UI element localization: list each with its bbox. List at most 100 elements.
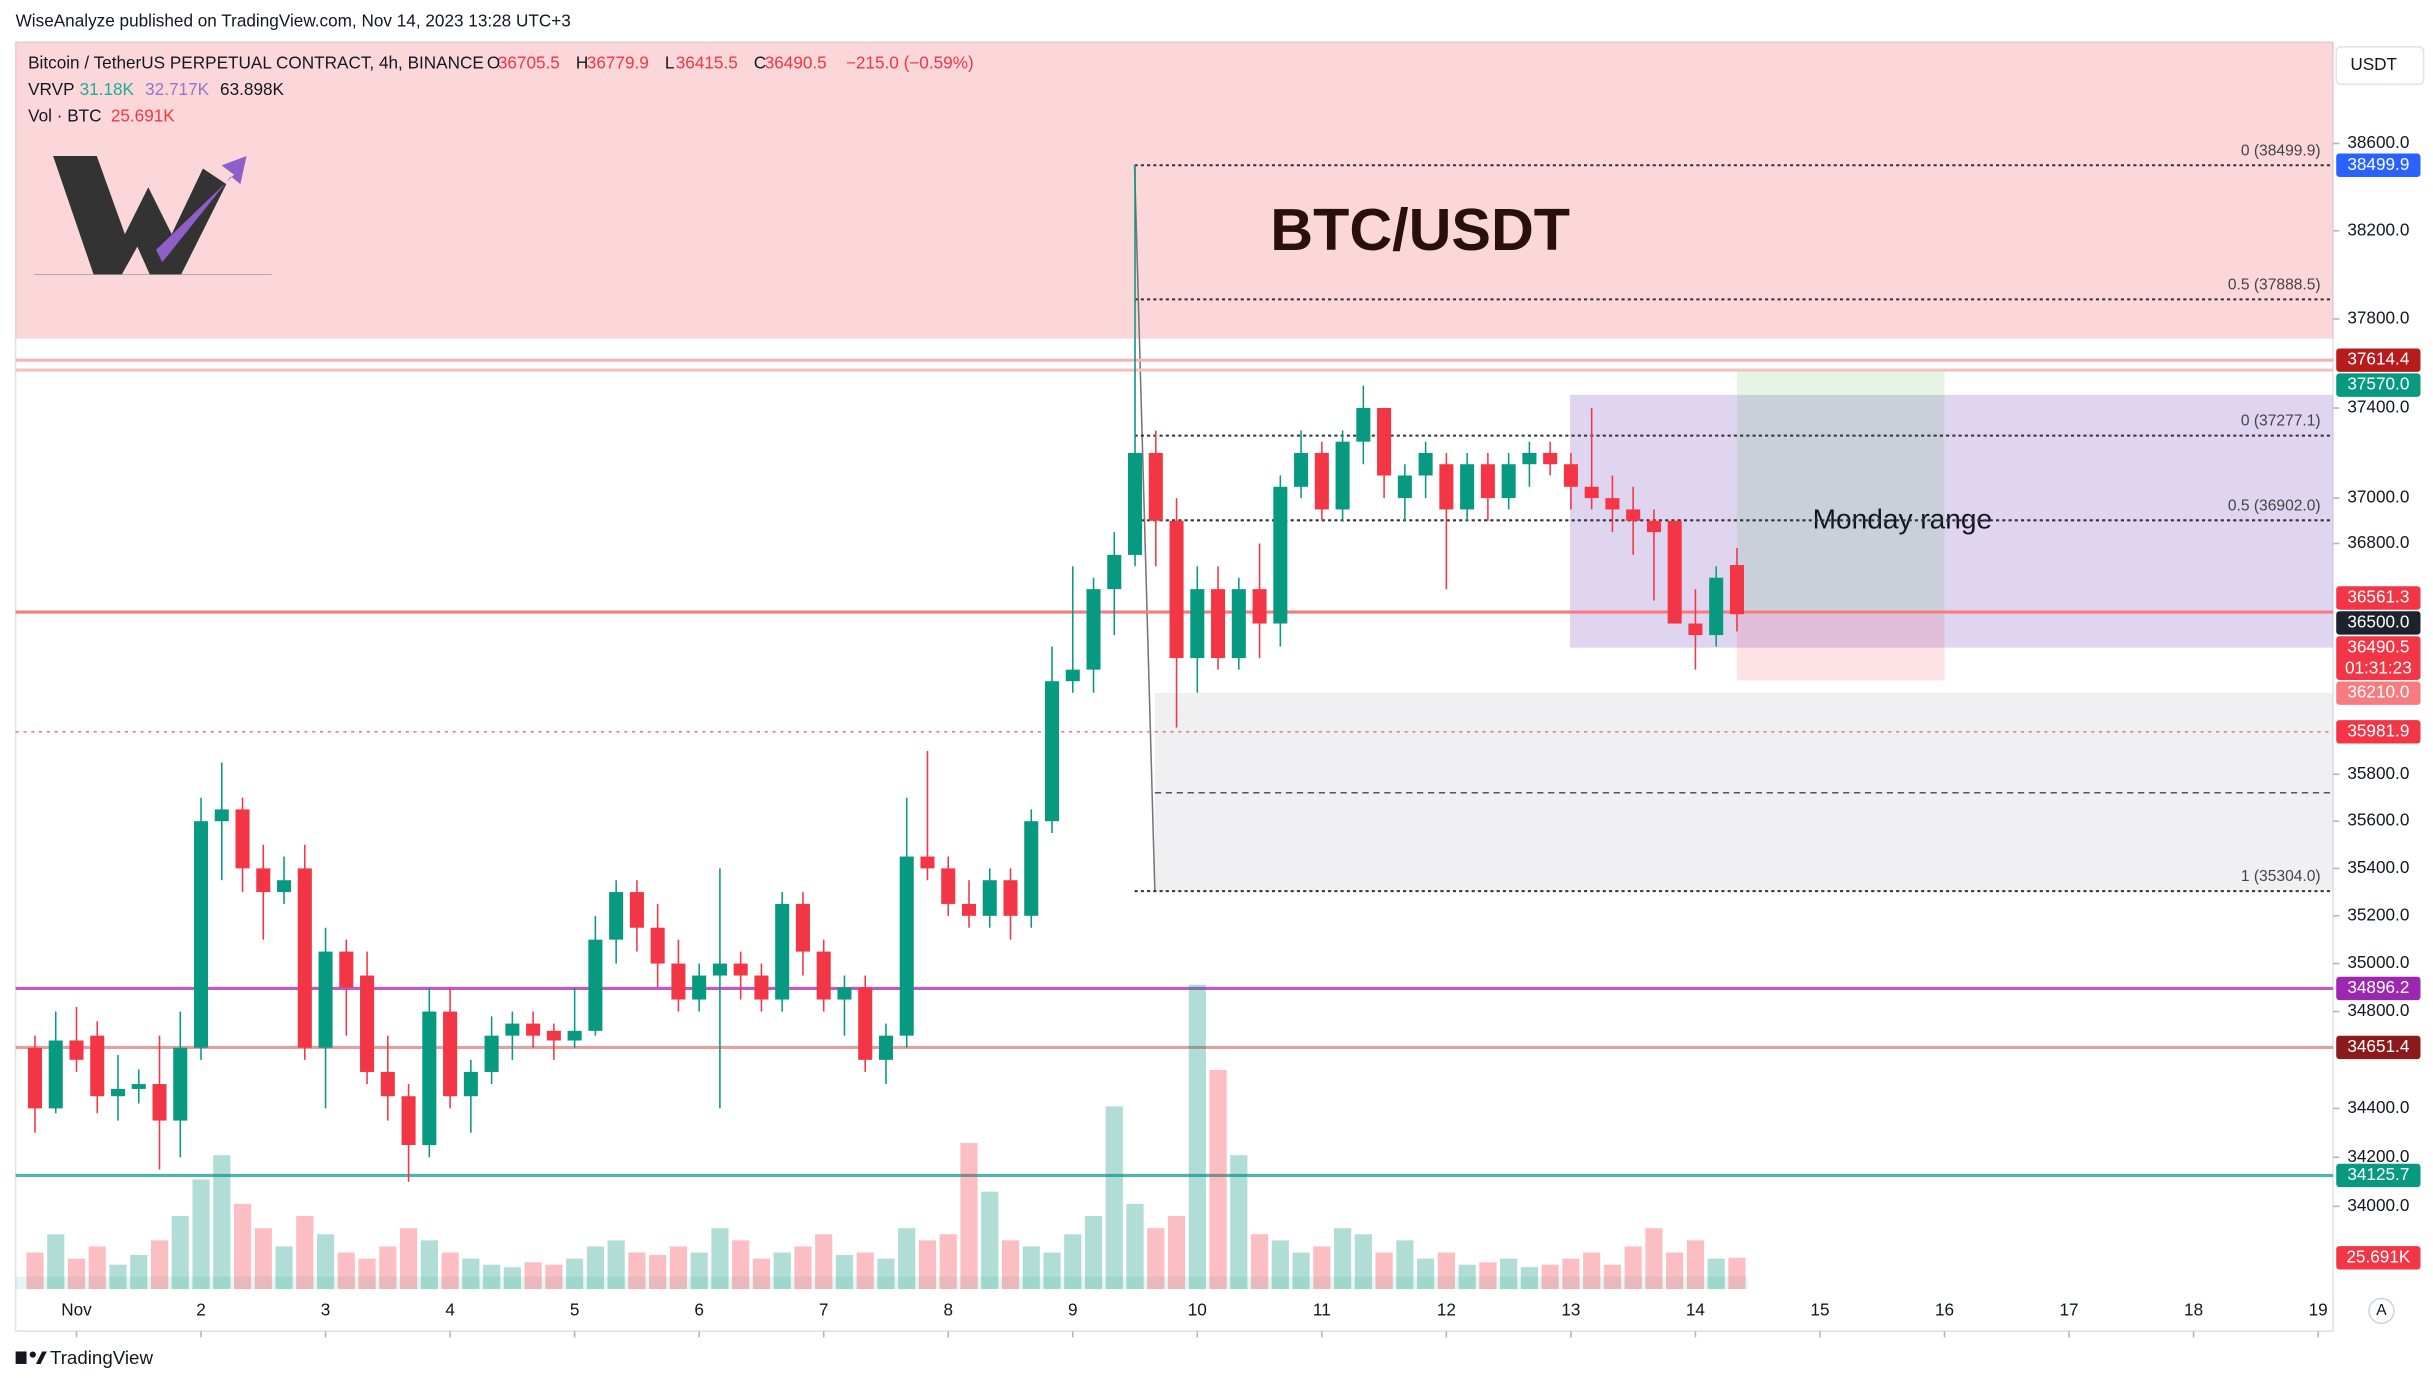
price-badge-label: 36490.5 xyxy=(2347,636,2409,656)
volume-bar xyxy=(26,1252,44,1290)
ohlc-key: H xyxy=(576,53,588,73)
auto-button[interactable] xyxy=(2368,1297,2395,1325)
price-badge-label: 37614.4 xyxy=(2347,349,2409,369)
volume-bar xyxy=(898,1228,916,1290)
candle-body xyxy=(48,1040,63,1109)
candle-body xyxy=(443,1011,458,1097)
footer: TradingView xyxy=(50,1347,153,1368)
candle-body xyxy=(69,1040,84,1060)
candle-body xyxy=(754,975,769,1000)
volume-bar xyxy=(1603,1264,1622,1290)
volume-bar xyxy=(1500,1258,1518,1290)
volume-bar xyxy=(607,1240,625,1290)
volume-bar xyxy=(711,1228,729,1290)
volume-badge-label: 25.691K xyxy=(2346,1246,2410,1266)
auto-label[interactable]: A xyxy=(2376,1302,2387,1319)
x-tick-label: 15 xyxy=(1810,1299,1829,1319)
x-tick-label: 17 xyxy=(2060,1299,2079,1319)
volume-bar xyxy=(918,1240,937,1290)
candle-body xyxy=(837,987,852,1000)
x-tick-label: 10 xyxy=(1188,1299,1207,1319)
x-tick-label: 18 xyxy=(2184,1299,2203,1319)
volume-bar xyxy=(1686,1240,1705,1290)
candle-body xyxy=(1667,520,1682,624)
logo-mark xyxy=(53,156,227,275)
volume-bar xyxy=(1188,984,1206,1290)
volume-bar xyxy=(1583,1252,1601,1290)
candle-body xyxy=(1065,669,1080,682)
volume-bar xyxy=(1230,1155,1248,1290)
volume-bar xyxy=(794,1246,812,1290)
volume-bar xyxy=(566,1258,584,1290)
volume-bar xyxy=(856,1252,874,1290)
vrvp-down: 32.717K xyxy=(145,79,209,99)
volume-bar xyxy=(1250,1234,1269,1290)
candle-body xyxy=(795,903,810,952)
volume-bar xyxy=(1313,1246,1331,1290)
volume-bar xyxy=(1334,1228,1352,1290)
price-badge xyxy=(2336,720,2421,744)
candle-body xyxy=(1626,509,1641,521)
volume-bar xyxy=(399,1228,418,1290)
volume-bar xyxy=(524,1262,542,1290)
volume-bar xyxy=(1022,1246,1040,1290)
volume-bar xyxy=(752,1258,771,1290)
candle-body xyxy=(982,880,997,916)
candle-body xyxy=(463,1071,478,1097)
x-tick-label: 4 xyxy=(445,1299,455,1319)
countdown: 01:31:23 xyxy=(2345,658,2412,678)
fib-label: 0 (37277.1) xyxy=(2241,413,2321,430)
volume-bar xyxy=(545,1264,563,1290)
fib-label: 0.5 (36902.0) xyxy=(2228,497,2321,514)
candle-body xyxy=(1356,408,1371,442)
vol-label: Vol · BTC xyxy=(28,106,101,126)
price-badge xyxy=(2336,681,2421,705)
y-tick-label: 34800.0 xyxy=(2347,1000,2409,1020)
candle-body xyxy=(1148,452,1163,521)
y-tick-label: 37000.0 xyxy=(2347,487,2409,507)
candle-body xyxy=(920,856,935,869)
volume-bar xyxy=(1541,1264,1559,1290)
stop-box xyxy=(1736,614,1945,681)
x-tick-label: 11 xyxy=(1313,1299,1331,1319)
fib-label: 0 (38499.9) xyxy=(2241,142,2321,159)
candle-body xyxy=(878,1035,893,1060)
currency-box xyxy=(2335,46,2425,86)
candle-body xyxy=(1439,464,1454,510)
volume-bar xyxy=(1520,1267,1538,1290)
currency: USDT xyxy=(2350,54,2397,74)
candle-body xyxy=(1273,486,1288,624)
y-tick-label: 35800.0 xyxy=(2347,763,2409,783)
candle-body xyxy=(526,1023,541,1036)
candle-body xyxy=(712,963,727,976)
volume-bar xyxy=(441,1252,459,1290)
volume-badge xyxy=(2336,1246,2421,1270)
price-badge-label: 38499.9 xyxy=(2347,154,2409,174)
price-badge-label: 36210.0 xyxy=(2347,682,2409,702)
y-tick-label: 37800.0 xyxy=(2347,307,2409,327)
candle-body xyxy=(567,1030,582,1041)
candle-body xyxy=(131,1084,146,1089)
volume-bar xyxy=(628,1252,646,1290)
volume-bar xyxy=(1084,1216,1103,1290)
x-tick-label: 16 xyxy=(1935,1299,1954,1319)
candle-body xyxy=(318,951,333,1048)
price-badge-label: 37570.0 xyxy=(2347,374,2409,394)
tv-logo xyxy=(15,1351,47,1364)
candle-body xyxy=(941,868,956,904)
tv-logo-mark xyxy=(15,1351,27,1364)
volume-bar xyxy=(669,1246,687,1290)
price-badge xyxy=(2336,611,2421,635)
volume-bar xyxy=(88,1246,106,1290)
candle-body xyxy=(173,1047,188,1121)
volume-bar xyxy=(337,1252,355,1290)
candle-body xyxy=(1211,589,1226,659)
candle-body xyxy=(27,1047,43,1109)
watermark: @WiseAnalyz xyxy=(231,1231,475,1273)
price-badge xyxy=(2336,1035,2421,1060)
price-badge xyxy=(2336,373,2421,397)
candle-body xyxy=(1543,452,1558,465)
candle-body xyxy=(1501,464,1516,499)
logo-arrow xyxy=(156,156,247,263)
